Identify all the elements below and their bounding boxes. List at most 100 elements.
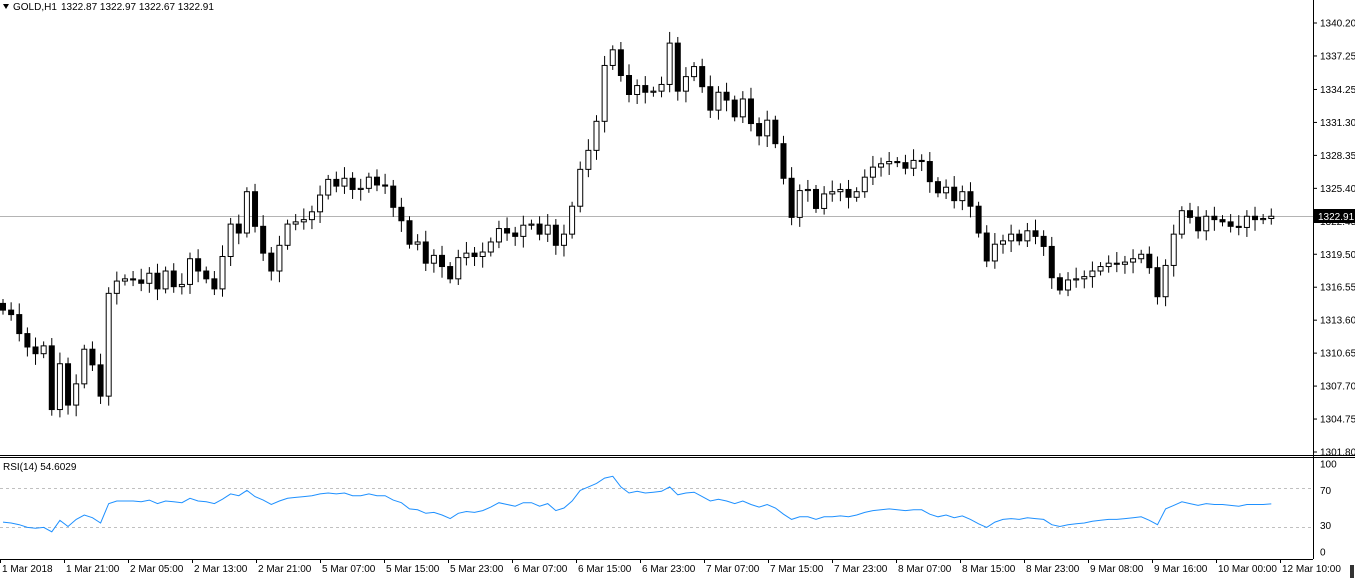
candle-body (89, 348, 96, 366)
candle-body (357, 187, 364, 190)
candle-body (861, 176, 868, 193)
candle-body (975, 205, 982, 234)
candle-body (650, 90, 657, 93)
candle-body (1162, 264, 1169, 298)
candle-body (853, 191, 860, 198)
candle-body (674, 42, 681, 92)
candle-body (73, 383, 80, 406)
candle-body (739, 98, 746, 118)
candle-body (235, 223, 242, 234)
time-tick-label: 6 Mar 23:00 (642, 564, 696, 575)
candle-body (463, 252, 470, 259)
candle-body (569, 205, 576, 235)
candle-body (601, 64, 608, 122)
candle-body (715, 91, 722, 111)
current-price-tag-text: 1322.91 (1318, 212, 1355, 223)
price-tick-label: 1331.30 (1320, 118, 1355, 129)
candle-body (487, 241, 494, 253)
candle-body (780, 143, 787, 179)
price-axis: 1340.20 1337.25 1334.25 1331.30 1328.35 1325.… (1313, 19, 1355, 459)
time-tick-label: 12 Mar 10:00 (1282, 564, 1341, 575)
price-tick-label: 1328.35 (1320, 151, 1355, 162)
scroll-handle[interactable] (1350, 565, 1354, 578)
candle-body (837, 188, 844, 193)
candle-body (276, 244, 283, 272)
candle-body (138, 279, 145, 284)
rsi-label: RSI(14) 54.6029 (3, 462, 77, 473)
candle-body (756, 123, 763, 137)
price-tick-label: 1316.55 (1320, 283, 1355, 294)
candle-body (682, 76, 689, 92)
candle-body (813, 188, 819, 209)
time-axis: 1 Mar 2018 1 Mar 21:00 2 Mar 05:00 2 Mar 13… (0, 559, 1341, 575)
candle-body (1138, 253, 1145, 260)
candle-body (97, 364, 104, 397)
rsi-tick-label: 100 (1320, 460, 1337, 471)
candle-body (1170, 233, 1177, 266)
candle-body (967, 191, 974, 207)
candle-body (918, 159, 925, 163)
chevron-down-icon[interactable] (3, 4, 9, 9)
candle-body (24, 333, 31, 348)
candle-body (1186, 210, 1193, 218)
candle-body (373, 176, 380, 186)
candle-body (577, 168, 584, 207)
time-tick-label: 7 Mar 07:00 (706, 564, 760, 575)
candle-body (1105, 262, 1112, 268)
candle-body (1024, 230, 1031, 242)
price-tick-label: 1337.25 (1320, 51, 1355, 62)
candle-body (1089, 270, 1096, 278)
candle-body (560, 233, 567, 246)
candle-body (1260, 218, 1267, 221)
candle-body (959, 191, 966, 202)
candle-body (1130, 258, 1137, 263)
candle-body (48, 345, 55, 411)
candle-body (1121, 261, 1128, 265)
candle-body (130, 278, 137, 281)
candle-body (747, 98, 754, 125)
candle-body (284, 223, 291, 246)
time-tick-label: 5 Mar 15:00 (386, 564, 440, 575)
candle-body (1097, 266, 1104, 272)
price-tick-label: 1313.60 (1320, 316, 1355, 327)
candle-body (544, 224, 551, 235)
candle-body (1252, 215, 1259, 221)
candle-body (16, 314, 23, 335)
candle-body (382, 184, 389, 187)
candle-body (65, 363, 72, 406)
time-tick-label: 1 Mar 21:00 (66, 564, 120, 575)
price-tick-label: 1304.75 (1320, 415, 1355, 426)
candle-body (1073, 278, 1080, 281)
candle-body (707, 86, 714, 111)
candle-body (1048, 245, 1055, 279)
candle-body (788, 177, 795, 218)
candle-body (268, 252, 275, 272)
candle-body (512, 232, 519, 237)
candle-body (1211, 215, 1218, 221)
candle-body (1065, 279, 1072, 291)
candle-body (479, 251, 486, 257)
candle-body (626, 75, 633, 95)
candle-body (40, 345, 47, 355)
candle-body (292, 221, 299, 225)
candle-body (439, 254, 446, 268)
price-tick-label: 1325.40 (1320, 184, 1355, 195)
candles (0, 31, 1275, 418)
candle-body (1146, 253, 1153, 269)
candle-body (1235, 225, 1242, 228)
candle-body (951, 186, 958, 202)
candle-body (1227, 221, 1234, 227)
time-tick-label: 6 Mar 15:00 (578, 564, 632, 575)
time-tick-label: 5 Mar 07:00 (322, 564, 376, 575)
candle-body (845, 188, 852, 198)
candle-body (1203, 215, 1210, 232)
candle-body (113, 280, 120, 294)
candle-body (203, 270, 210, 280)
time-tick-label: 2 Mar 13:00 (194, 564, 248, 575)
rsi-tick-label: 30 (1320, 521, 1332, 532)
candle-body (32, 346, 39, 355)
candle-body (804, 188, 811, 192)
time-tick-label: 8 Mar 07:00 (898, 564, 952, 575)
candle-body (894, 161, 901, 164)
